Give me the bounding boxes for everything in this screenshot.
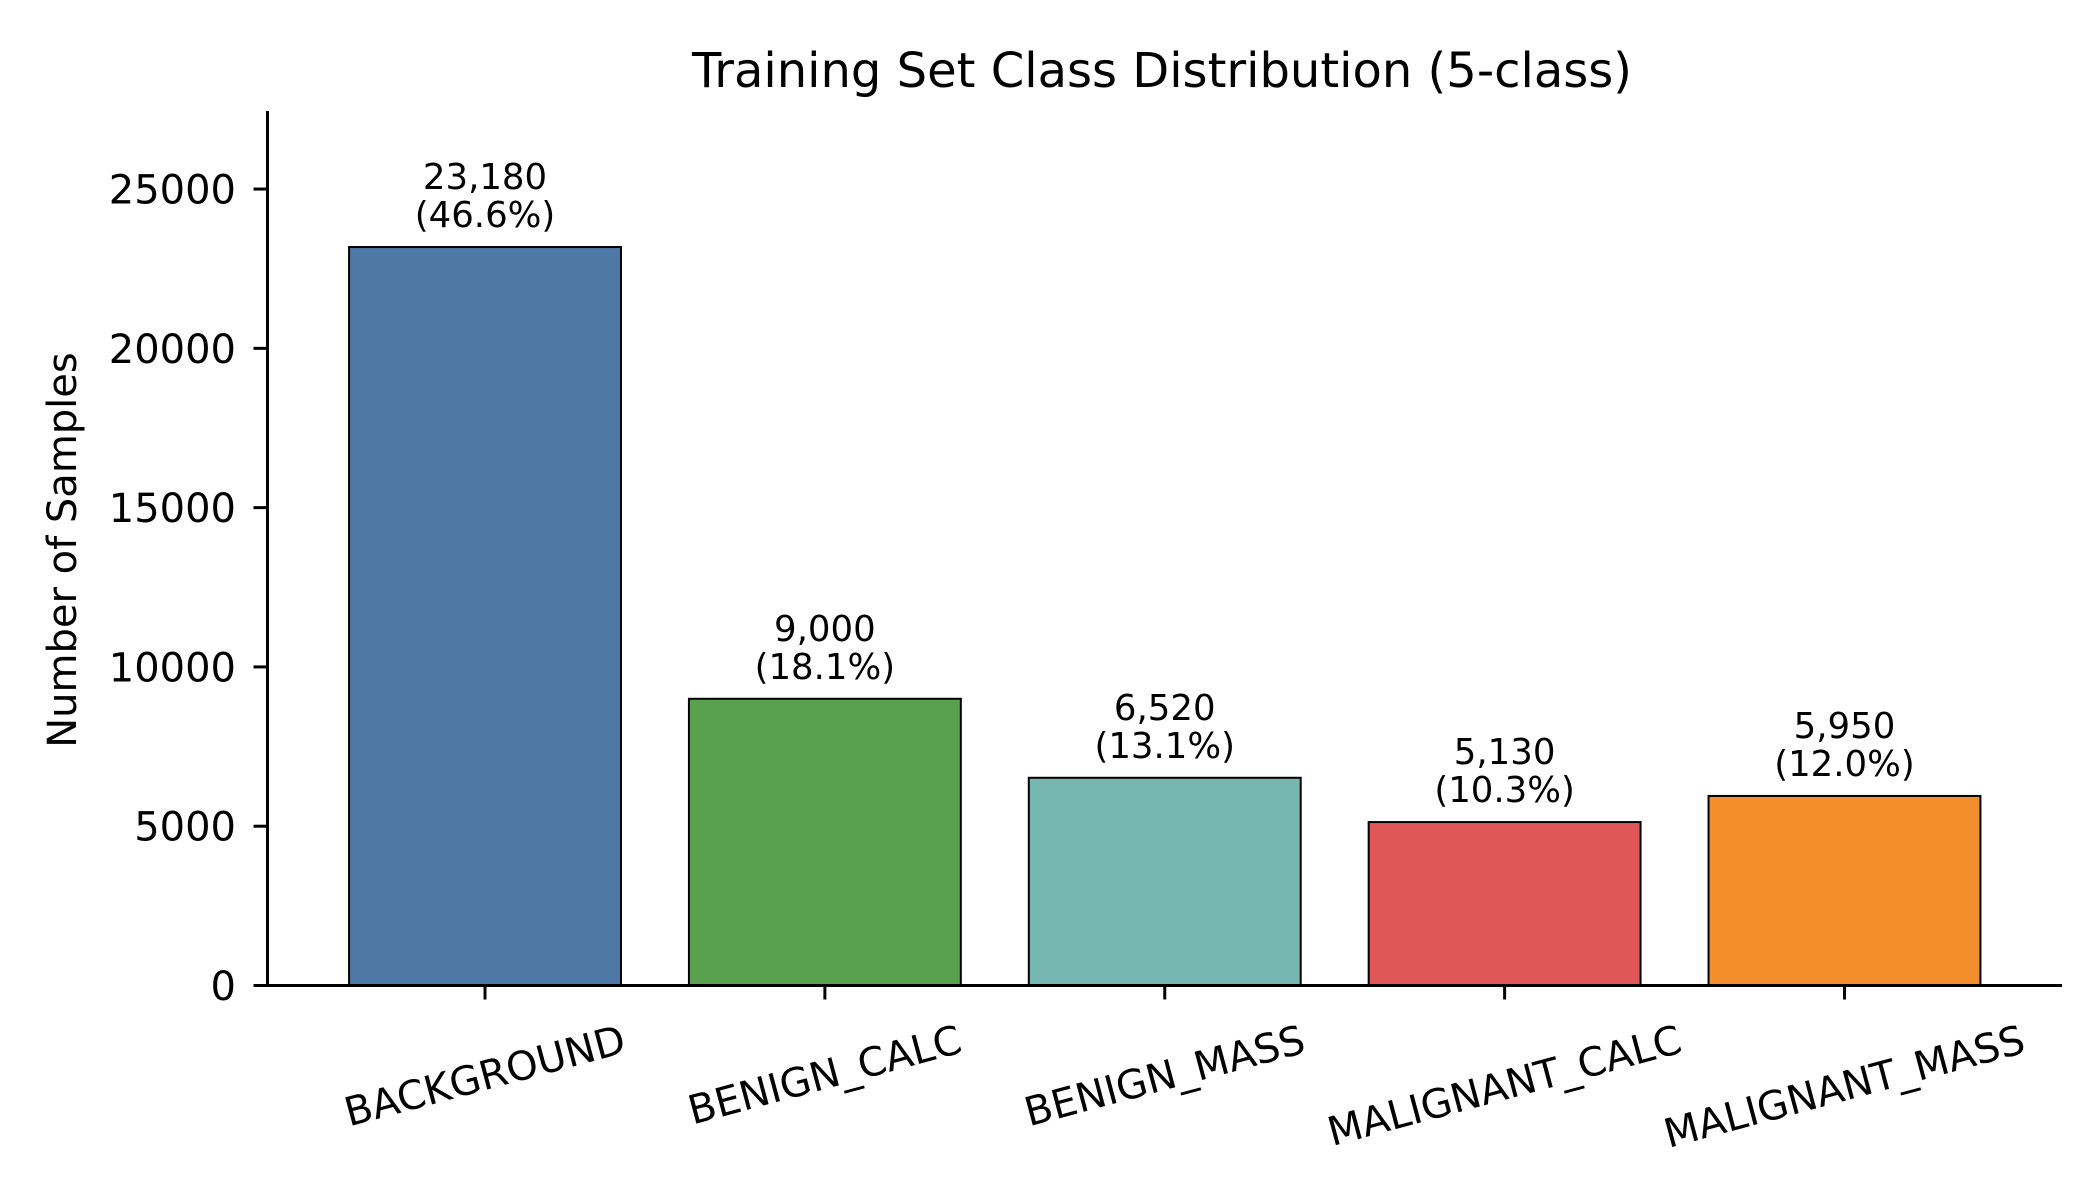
bar-count-label: 6,520 <box>1114 688 1216 729</box>
bar-benign-calc <box>687 697 962 987</box>
bar-malignant-mass <box>1707 794 1982 987</box>
bar-benign-mass <box>1027 776 1302 987</box>
bar-background <box>348 246 622 987</box>
bar-percent-label: (46.6%) <box>415 195 555 236</box>
y-tick-label: 0 <box>211 964 236 1010</box>
y-tick-label: 10000 <box>109 645 236 691</box>
bar-malignant-calc <box>1367 821 1642 987</box>
bar-count-label: 9,000 <box>774 609 876 650</box>
bar-percent-label: (18.1%) <box>755 647 895 688</box>
x-tick-label-malignant-mass: MALIGNANT_MASS <box>1659 1017 2030 1158</box>
chart-title: Training Set Class Distribution (5-class… <box>691 43 1632 99</box>
bar-count-label: 5,130 <box>1454 732 1556 773</box>
bar-percent-label: (10.3%) <box>1434 770 1574 811</box>
y-tick-label: 15000 <box>109 486 236 532</box>
y-tick-label: 5000 <box>134 805 236 851</box>
bar-percent-label: (13.1%) <box>1095 726 1235 767</box>
bar-percent-label: (12.0%) <box>1774 744 1914 785</box>
x-tick-label-benign-mass: BENIGN_MASS <box>1020 1017 1310 1136</box>
x-axis-ticks: BACKGROUND BENIGN_CALC BENIGN_MASS MALIGNAN… <box>340 985 2030 1158</box>
bar-count-label: 23,180 <box>423 157 547 198</box>
bars <box>348 246 1982 987</box>
x-tick-label-background: BACKGROUND <box>340 1017 631 1136</box>
y-tick-label: 25000 <box>109 168 236 214</box>
x-tick-label-malignant-calc: MALIGNANT_CALC <box>1323 1017 1687 1156</box>
bar-value-labels: 23,180(46.6%) 9,000(18.1%) 6,520(13.1%) 5,1… <box>415 157 1915 811</box>
y-axis-label: Number of Samples <box>40 352 86 748</box>
x-tick-label-benign-calc: BENIGN_CALC <box>683 1017 966 1134</box>
y-axis-ticks: 0 5000 10000 15000 20000 25000 <box>109 168 268 1010</box>
bar-count-label: 5,950 <box>1794 706 1896 747</box>
y-tick-label: 20000 <box>109 327 236 373</box>
